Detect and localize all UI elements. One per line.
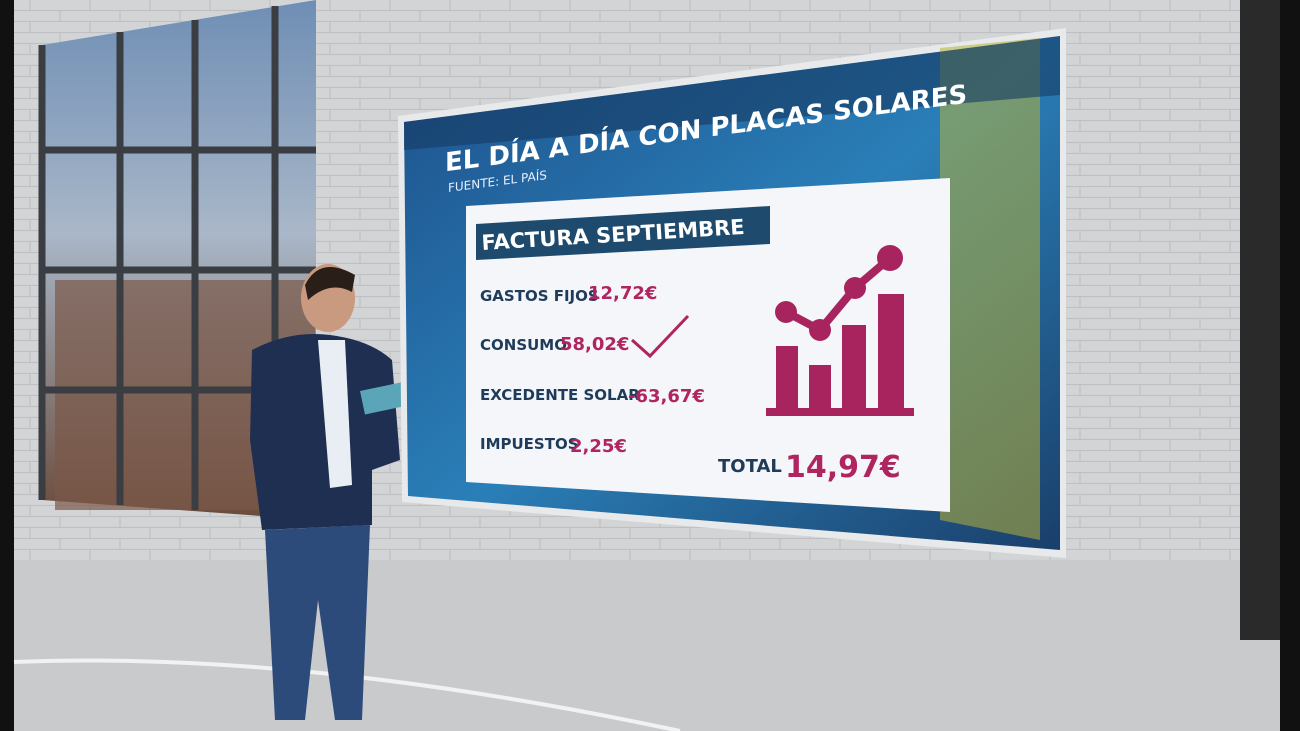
item-label: IMPUESTOS [480,435,579,453]
card [466,178,950,512]
item-amount: 58,02€ [560,334,629,355]
item-label: CONSUMO [480,336,567,354]
item-label: EXCEDENTE SOLAR [480,386,640,404]
total-amount: 14,97€ [785,450,901,485]
item-label: GASTOS FIJOS [480,287,599,305]
item-amount: 12,72€ [588,283,657,304]
total-label: TOTAL [718,456,782,477]
check-mark [631,314,690,359]
card-heading-bg [476,206,770,260]
right-pillar [1240,0,1280,640]
item-amount: -63,67€ [628,386,705,407]
item-amount: 2,25€ [570,436,627,457]
chart-icon [766,245,914,416]
floor-line [13,658,681,731]
floor [14,560,1280,731]
video-screen: EL DÍA A DÍA CON PLACAS SOLARES FUENTE: … [398,28,1066,558]
